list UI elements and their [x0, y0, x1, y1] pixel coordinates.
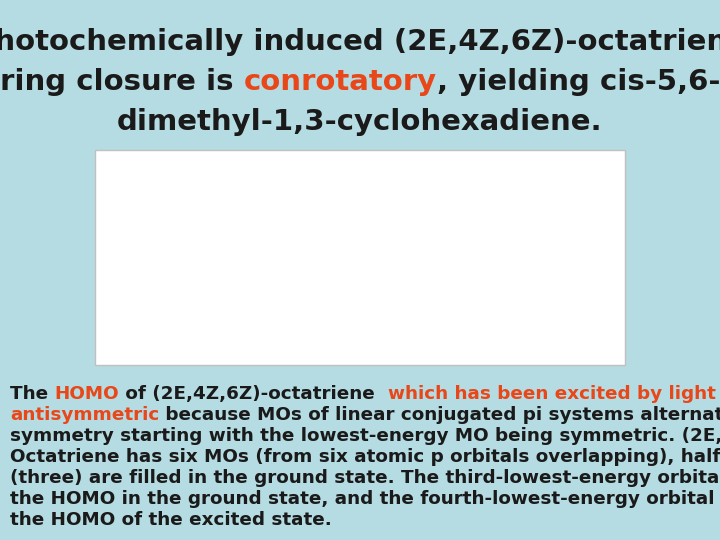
Text: (three) are filled in the ground state. The third-lowest-energy orbital has to b: (three) are filled in the ground state. …	[10, 469, 720, 487]
Text: The: The	[10, 385, 55, 403]
Text: antisymmetric: antisymmetric	[10, 406, 159, 424]
Text: dimethyl-1,3-cyclohexadiene.: dimethyl-1,3-cyclohexadiene.	[117, 108, 603, 136]
Text: of (2E,4Z,6Z)-octatriene: of (2E,4Z,6Z)-octatriene	[119, 385, 387, 403]
Text: Octatriene has six MOs (from six atomic p orbitals overlapping), half of which: Octatriene has six MOs (from six atomic …	[10, 448, 720, 466]
Text: , yielding cis-5,6-: , yielding cis-5,6-	[436, 68, 720, 96]
Text: symmetry starting with the lowest-energy MO being symmetric. (2E,4Z,6Z)-: symmetry starting with the lowest-energy…	[10, 427, 720, 445]
Text: conrotatory: conrotatory	[243, 68, 436, 96]
Text: HOMO: HOMO	[55, 385, 119, 403]
Text: Photochemically induced (2E,4Z,6Z)-octatriene: Photochemically induced (2E,4Z,6Z)-octat…	[0, 28, 720, 56]
Text: the HOMO in the ground state, and the fourth-lowest-energy orbital has to be: the HOMO in the ground state, and the fo…	[10, 490, 720, 508]
Text: which has been excited by light is: which has been excited by light is	[387, 385, 720, 403]
Text: ring closure is: ring closure is	[0, 68, 243, 96]
FancyBboxPatch shape	[95, 150, 625, 365]
Text: the HOMO of the excited state.: the HOMO of the excited state.	[10, 511, 332, 529]
Text: because MOs of linear conjugated pi systems alternate in: because MOs of linear conjugated pi syst…	[159, 406, 720, 424]
